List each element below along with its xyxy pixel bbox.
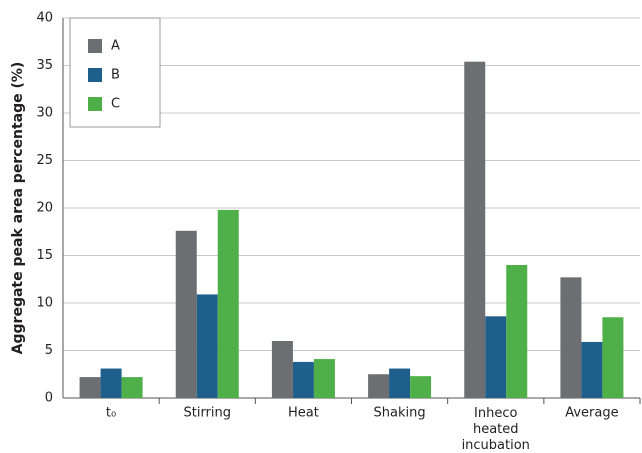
x-tick-label: Heat xyxy=(288,406,319,421)
legend-label: B xyxy=(111,68,120,83)
bar xyxy=(506,265,528,398)
bar xyxy=(602,317,624,398)
bar xyxy=(271,341,293,398)
y-tick-label: 20 xyxy=(36,201,53,216)
legend-box xyxy=(69,17,161,128)
x-tick-label: Shaking xyxy=(374,406,426,421)
y-tick-label: 25 xyxy=(36,153,53,168)
bar xyxy=(196,294,218,398)
bar xyxy=(389,368,411,398)
bar xyxy=(464,61,486,398)
legend-label: A xyxy=(111,39,120,54)
bar xyxy=(292,361,314,398)
bar xyxy=(410,376,432,398)
y-tick-label: 30 xyxy=(36,106,53,121)
bar xyxy=(175,230,197,398)
legend-swatch xyxy=(88,39,102,53)
y-tick-label: 5 xyxy=(45,343,53,358)
x-tick-label: Inheco heated incubation xyxy=(462,406,530,453)
y-tick-label: 15 xyxy=(36,248,53,263)
x-tick-label: Average xyxy=(565,406,618,421)
y-tick-label: 35 xyxy=(36,58,53,73)
bar xyxy=(485,316,507,398)
y-tick-label: 0 xyxy=(45,391,53,406)
y-axis-label: Aggregate peak area percentage (%) xyxy=(10,62,26,355)
bar xyxy=(581,341,603,398)
bar xyxy=(79,377,101,398)
legend-label: C xyxy=(111,97,120,112)
y-tick-label: 40 xyxy=(36,11,53,26)
legend-swatch xyxy=(88,97,102,111)
y-tick-label: 10 xyxy=(36,296,53,311)
bar xyxy=(121,377,143,398)
x-tick-label: t₀ xyxy=(106,406,116,421)
legend-swatch xyxy=(88,68,102,82)
bar xyxy=(313,359,335,398)
bar xyxy=(560,277,582,398)
bar xyxy=(100,368,122,398)
bar xyxy=(368,374,390,398)
bar xyxy=(217,209,239,398)
x-tick-label: Stirring xyxy=(183,406,231,421)
